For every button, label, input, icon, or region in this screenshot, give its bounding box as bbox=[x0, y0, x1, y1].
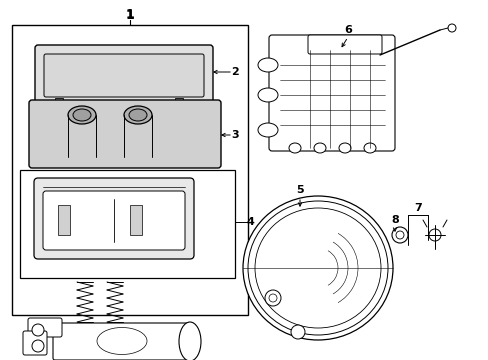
FancyBboxPatch shape bbox=[53, 323, 192, 360]
Ellipse shape bbox=[391, 227, 407, 243]
Ellipse shape bbox=[338, 143, 350, 153]
Ellipse shape bbox=[395, 231, 403, 239]
Ellipse shape bbox=[124, 106, 152, 124]
Ellipse shape bbox=[32, 324, 44, 336]
FancyBboxPatch shape bbox=[34, 178, 194, 259]
Ellipse shape bbox=[290, 325, 305, 339]
Ellipse shape bbox=[179, 322, 201, 360]
Text: 2: 2 bbox=[231, 67, 238, 77]
FancyBboxPatch shape bbox=[29, 100, 221, 168]
FancyBboxPatch shape bbox=[23, 331, 47, 355]
Ellipse shape bbox=[258, 58, 278, 72]
FancyBboxPatch shape bbox=[43, 191, 184, 250]
Text: 1: 1 bbox=[125, 8, 134, 21]
Text: 6: 6 bbox=[344, 25, 351, 35]
Ellipse shape bbox=[68, 106, 96, 124]
FancyBboxPatch shape bbox=[268, 35, 394, 151]
Ellipse shape bbox=[129, 109, 147, 121]
Text: 4: 4 bbox=[245, 217, 253, 227]
Text: 7: 7 bbox=[413, 203, 421, 213]
Bar bbox=[58, 205, 70, 235]
Text: 5: 5 bbox=[296, 185, 303, 195]
Ellipse shape bbox=[447, 24, 455, 32]
Ellipse shape bbox=[264, 290, 281, 306]
Bar bbox=[130, 205, 142, 235]
Bar bbox=[20, 170, 235, 278]
Text: 8: 8 bbox=[390, 215, 398, 225]
Ellipse shape bbox=[73, 109, 91, 121]
Bar bbox=[175, 98, 183, 106]
FancyBboxPatch shape bbox=[44, 54, 203, 97]
Ellipse shape bbox=[243, 196, 392, 340]
Ellipse shape bbox=[258, 123, 278, 137]
FancyBboxPatch shape bbox=[35, 45, 213, 106]
Ellipse shape bbox=[428, 229, 440, 241]
Ellipse shape bbox=[268, 294, 276, 302]
Ellipse shape bbox=[363, 143, 375, 153]
Ellipse shape bbox=[32, 340, 44, 352]
Ellipse shape bbox=[258, 88, 278, 102]
FancyBboxPatch shape bbox=[307, 35, 381, 54]
Ellipse shape bbox=[313, 143, 325, 153]
FancyBboxPatch shape bbox=[28, 318, 62, 337]
Bar bbox=[55, 98, 63, 106]
Bar bbox=[12, 25, 247, 315]
Ellipse shape bbox=[288, 143, 301, 153]
Text: 1: 1 bbox=[125, 9, 134, 22]
Text: 3: 3 bbox=[231, 130, 238, 140]
